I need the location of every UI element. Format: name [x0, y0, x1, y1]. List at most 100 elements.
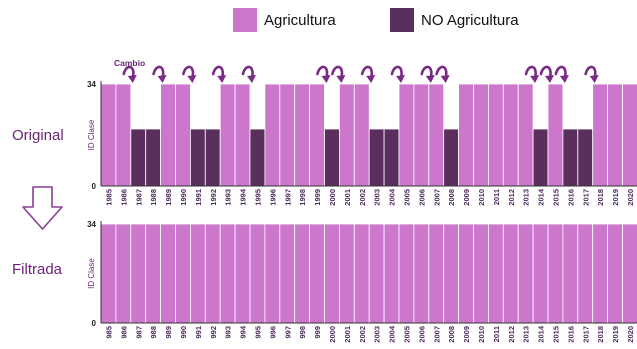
cambio-label: Cambio — [114, 58, 146, 68]
filtrada-bar — [160, 223, 176, 324]
filtrada-x-tick-label: 2013 — [522, 326, 531, 343]
filtrada-x-tick-label: 2003 — [373, 326, 382, 343]
original-bar — [115, 83, 132, 187]
original-x-tick-label: 2005 — [402, 189, 411, 206]
change-arrow-icon — [122, 65, 137, 83]
filtrada-x-tick-label: 2005 — [402, 326, 411, 343]
change-arrow-icon — [554, 65, 569, 83]
original-x-tick-label: 2003 — [373, 189, 382, 206]
filtrada-bar — [279, 223, 296, 324]
filtrada-x-tick-label: 2001 — [343, 326, 352, 343]
change-arrow-icon — [420, 65, 435, 83]
original-x-tick-label: 1998 — [298, 189, 307, 206]
original-x-tick-label: 2016 — [566, 189, 575, 206]
original-bar — [219, 83, 236, 187]
original-x-tick-label: 1992 — [209, 189, 218, 206]
legend-label-agricultura: Agricultura — [264, 11, 336, 29]
original-x-tick-label: 2015 — [551, 189, 560, 206]
original-bar — [309, 83, 325, 187]
filtrada-x-tick-label: 2017 — [581, 326, 590, 343]
change-arrow-icon — [435, 65, 450, 83]
filtrada-bar — [458, 223, 474, 324]
change-arrow-icon — [316, 65, 331, 83]
original-row-title: Original — [12, 127, 64, 144]
original-x-tick-label: 2002 — [358, 189, 367, 206]
filtrada-bar — [309, 223, 325, 324]
original-x-tick-label: 1985 — [104, 189, 113, 206]
original-bar — [130, 128, 147, 187]
original-x-tick-label: 1991 — [194, 189, 203, 206]
filtrada-x-tick-label: 2009 — [462, 326, 471, 343]
filtrada-bar — [398, 223, 415, 324]
change-arrow-icon — [152, 65, 167, 83]
filtrada-x-tick-label: 2011 — [492, 326, 501, 342]
original-x-tick-label: 2019 — [611, 189, 620, 206]
filtrada-bar — [249, 223, 266, 324]
filtrada-x-tick-label: 993 — [224, 326, 233, 339]
change-arrow-icon — [360, 65, 376, 83]
original-x-tick-label: 2020 — [626, 189, 635, 206]
original-x-tick-label: 2014 — [537, 188, 546, 206]
filtrada-bar — [562, 223, 579, 324]
original-y-tick-label: 0 — [92, 182, 97, 191]
original-bar — [458, 83, 474, 187]
original-bar — [145, 128, 161, 187]
original-bar — [562, 128, 579, 187]
filtrada-x-tick-label: 2015 — [551, 326, 560, 343]
filtrada-x-tick-label: 994 — [239, 325, 248, 338]
original-x-tick-label: 1990 — [179, 189, 188, 206]
original-y-tick-label: 34 — [87, 80, 96, 89]
change-arrow-icon — [390, 65, 405, 83]
original-bar — [338, 83, 355, 187]
filtrada-x-tick-label: 2004 — [388, 325, 397, 343]
original-bar — [189, 128, 206, 187]
filtrada-x-tick-label: 986 — [119, 326, 128, 339]
filtrada-bar — [487, 223, 504, 324]
original-x-tick-label: 2004 — [388, 188, 397, 206]
original-x-tick-label: 2018 — [596, 189, 605, 206]
original-x-tick-label: 1986 — [119, 189, 128, 206]
change-arrow-icon — [182, 65, 197, 83]
change-arrow-icon — [539, 65, 554, 83]
legend-label-no-agricultura: NO Agricultura — [421, 11, 519, 29]
filtrada-bar — [622, 223, 637, 324]
original-x-tick-label: 2013 — [522, 189, 531, 206]
change-arrow-icon — [584, 65, 599, 83]
filtrada-bar — [413, 223, 430, 324]
filtrada-bar — [264, 223, 281, 324]
original-x-tick-label: 2000 — [328, 189, 337, 206]
filtrada-x-tick-label: 988 — [149, 326, 158, 339]
original-x-tick-label: 1987 — [134, 189, 143, 206]
filtrada-x-tick-label: 996 — [268, 326, 277, 339]
filtrada-x-tick-label: 2010 — [477, 326, 486, 343]
original-x-tick-label: 2017 — [581, 189, 590, 206]
original-bar — [249, 128, 266, 187]
original-x-tick-label: 1993 — [224, 189, 233, 206]
filtrada-bar — [189, 223, 206, 324]
original-bar — [294, 83, 311, 187]
filtrada-bar — [592, 223, 609, 324]
original-bar — [622, 83, 637, 187]
filtrada-y-axis-label: ID Clase — [87, 258, 96, 289]
filtrada-bar — [115, 223, 132, 324]
original-bar — [592, 83, 609, 187]
original-x-tick-label: 1997 — [283, 189, 292, 206]
original-bar — [324, 128, 340, 187]
original-bar — [487, 83, 504, 187]
original-bar — [160, 83, 176, 187]
filtrada-x-tick-label: 2020 — [626, 326, 635, 343]
original-bar — [413, 83, 430, 187]
original-bar — [502, 83, 519, 187]
original-bar — [353, 83, 370, 187]
original-bar — [175, 83, 191, 187]
original-bar — [532, 128, 549, 187]
filtrada-bar — [547, 223, 564, 324]
filtrada-x-tick-label: 989 — [164, 326, 173, 339]
original-bar — [517, 83, 534, 187]
original-x-tick-label: 1999 — [313, 189, 322, 206]
change-arrow-icon — [524, 65, 540, 83]
filtrada-x-tick-label: 991 — [194, 326, 203, 339]
original-bar — [398, 83, 415, 187]
original-x-tick-label: 1994 — [239, 188, 248, 206]
